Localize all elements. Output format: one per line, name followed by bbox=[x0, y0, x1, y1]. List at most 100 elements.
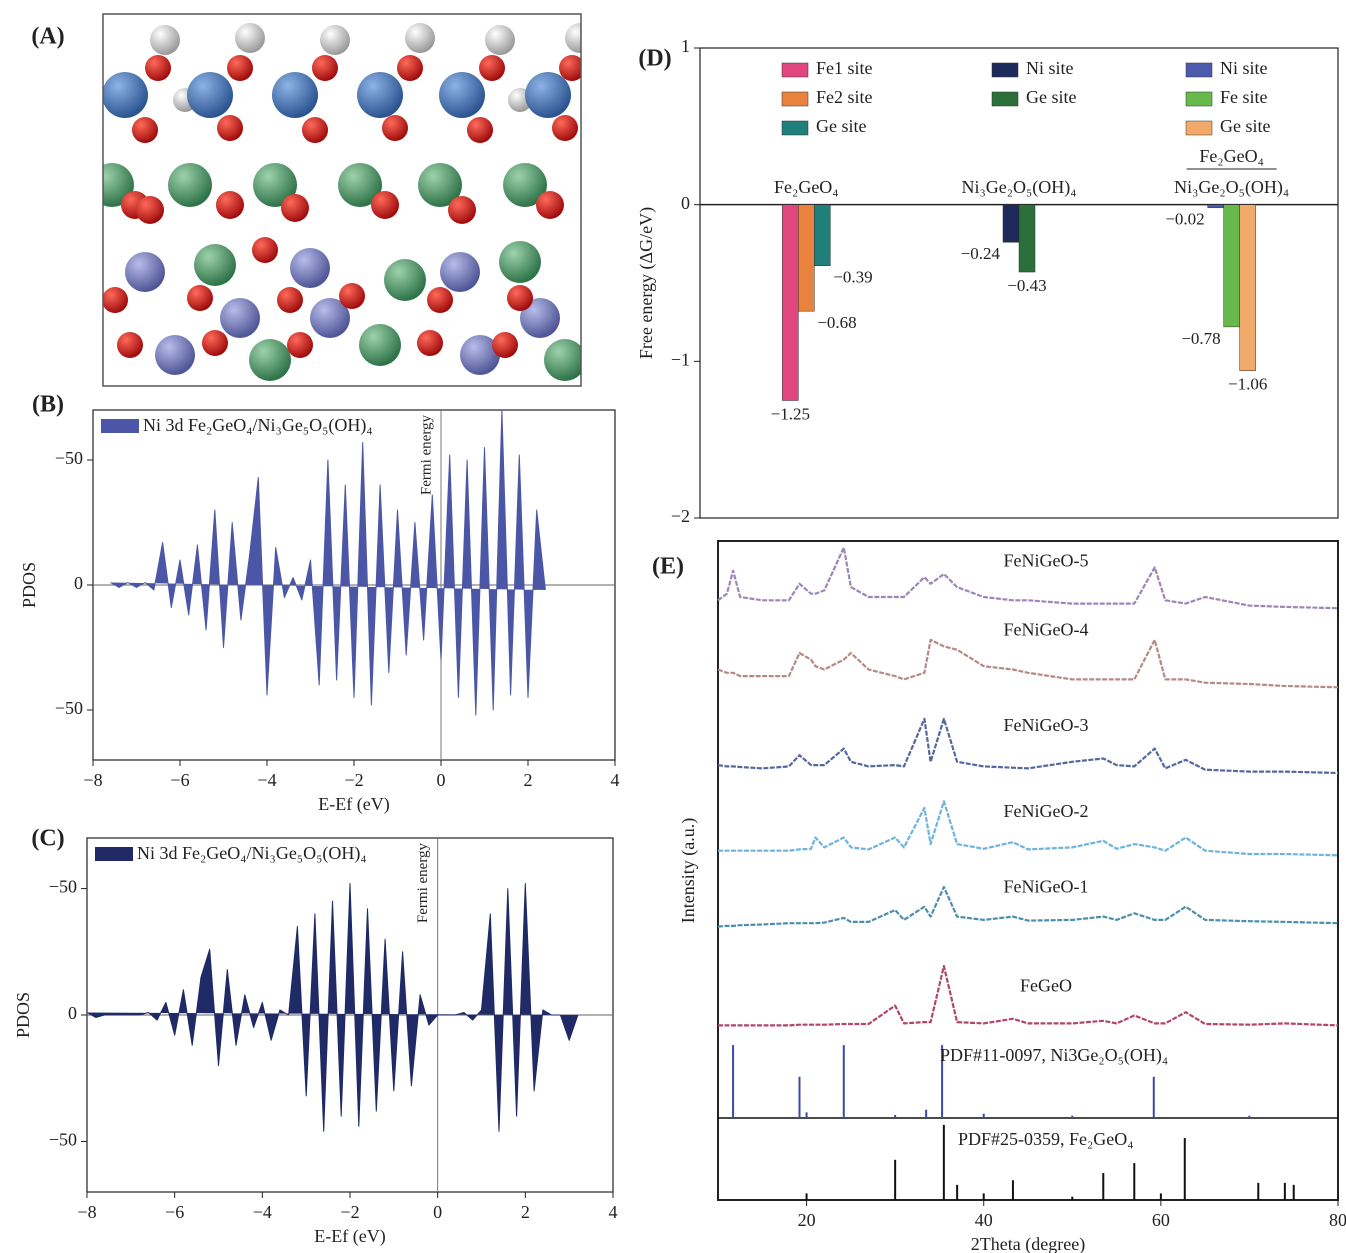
legend-label: Ge site bbox=[1026, 87, 1076, 107]
y-tick-label: 1 bbox=[681, 36, 690, 56]
legend-label: Ge site bbox=[1220, 116, 1270, 136]
x-tick-label: −4 bbox=[257, 770, 276, 790]
oxygen-atoms bbox=[103, 55, 581, 358]
legend-label: Fe site bbox=[1220, 87, 1268, 107]
x-tick-label: 0 bbox=[437, 770, 446, 790]
atom bbox=[227, 55, 253, 81]
panel-label: (D) bbox=[638, 46, 671, 72]
panel-label: (A) bbox=[31, 24, 64, 50]
atom bbox=[460, 335, 500, 375]
y-tick-label: −50 bbox=[55, 448, 83, 468]
legend-swatch bbox=[781, 62, 809, 78]
legend-swatch bbox=[1185, 120, 1213, 136]
x-tick-label: 2 bbox=[521, 1202, 530, 1222]
legend-swatch bbox=[781, 120, 809, 136]
atom bbox=[103, 287, 128, 313]
atom bbox=[359, 324, 401, 366]
atom bbox=[552, 115, 578, 141]
plot-frame bbox=[699, 47, 1339, 519]
atom bbox=[310, 298, 350, 338]
y-axis-label: Free energy (ΔG/eV) bbox=[636, 207, 657, 359]
atom bbox=[440, 252, 480, 292]
atom bbox=[320, 25, 350, 55]
bar bbox=[1018, 204, 1036, 273]
pdos-area bbox=[86, 883, 579, 1132]
atom bbox=[339, 283, 365, 309]
xrd-trace bbox=[717, 885, 1339, 928]
atom bbox=[168, 163, 212, 207]
reference-label: PDF#11-0097, Ni3Ge₂O₅(OH)₄ bbox=[940, 1045, 1168, 1066]
legend-label: Ni 3d Fe₂GeO₄/Ni₃Ge₅O₅(OH)₄ bbox=[137, 843, 367, 864]
atom bbox=[544, 339, 581, 381]
germanium-atoms bbox=[103, 163, 581, 381]
pdos-area bbox=[110, 409, 546, 716]
value-label: −1.06 bbox=[1228, 375, 1267, 394]
y-tick-label: 0 bbox=[68, 1003, 77, 1023]
atom bbox=[132, 117, 158, 143]
panel-label: (C) bbox=[31, 826, 64, 852]
atom bbox=[507, 285, 533, 311]
fermi-label: Fermi energy bbox=[418, 414, 434, 495]
bar bbox=[1002, 204, 1020, 243]
atom bbox=[249, 339, 291, 381]
atom bbox=[217, 115, 243, 141]
atom bbox=[427, 287, 453, 313]
atom bbox=[155, 335, 195, 375]
atom bbox=[302, 117, 328, 143]
atom bbox=[272, 72, 318, 118]
legend-swatch bbox=[1185, 91, 1213, 107]
x-tick-label: −6 bbox=[170, 770, 189, 790]
atom bbox=[187, 72, 233, 118]
atom bbox=[125, 252, 165, 292]
legend-swatch bbox=[991, 91, 1019, 107]
category-label: Fe₂GeO₄ bbox=[774, 177, 839, 197]
bar bbox=[1239, 204, 1256, 371]
xrd-trace bbox=[718, 965, 1339, 1027]
x-tick-label: −8 bbox=[77, 1202, 96, 1222]
value-label: −0.02 bbox=[1165, 210, 1204, 229]
legend-label: Fe1 site bbox=[816, 58, 873, 78]
x-tick-label: 0 bbox=[433, 1202, 442, 1222]
xrd-trace bbox=[717, 638, 1339, 689]
atom bbox=[220, 298, 260, 338]
y-tick-label: −1 bbox=[671, 349, 690, 369]
atom bbox=[202, 330, 228, 356]
atom bbox=[145, 55, 171, 81]
atom bbox=[559, 55, 581, 81]
x-tick-label: 2 bbox=[524, 770, 533, 790]
atom bbox=[235, 23, 265, 53]
atom bbox=[485, 25, 515, 55]
x-tick-label: 4 bbox=[609, 1202, 618, 1222]
atom bbox=[290, 248, 330, 288]
trace-label: FeNiGeO-5 bbox=[1004, 550, 1089, 570]
y-tick-label: −2 bbox=[671, 506, 690, 526]
atom bbox=[439, 72, 485, 118]
legend-label: Fe2 site bbox=[816, 87, 873, 107]
value-label: −0.43 bbox=[1007, 276, 1046, 295]
nickel-atoms bbox=[125, 248, 560, 375]
atom bbox=[418, 163, 462, 207]
legend-swatch bbox=[101, 419, 139, 433]
category-label: Ni₃Ge₂O₅(OH)₄ bbox=[961, 177, 1076, 198]
category-label: Ni₃Ge₂O₅(OH)₄ bbox=[1174, 177, 1289, 198]
trace-label: FeNiGeO-1 bbox=[1004, 877, 1089, 897]
atom bbox=[253, 163, 297, 207]
y-axis-label: Intensity (a.u.) bbox=[678, 818, 699, 923]
atom bbox=[371, 191, 399, 219]
legend-swatch bbox=[95, 847, 133, 861]
x-tick-label: −8 bbox=[83, 770, 102, 790]
x-tick-label: −2 bbox=[344, 770, 363, 790]
y-axis-label: PDOS bbox=[19, 562, 39, 608]
legend-swatch bbox=[991, 62, 1019, 78]
atom bbox=[417, 330, 443, 356]
plot-frame bbox=[717, 540, 1339, 1201]
x-tick-label: 20 bbox=[798, 1210, 816, 1230]
atom bbox=[357, 72, 403, 118]
legend-label: Ni site bbox=[1026, 58, 1074, 78]
atom bbox=[448, 196, 476, 224]
bar bbox=[782, 204, 799, 401]
atom bbox=[382, 115, 408, 141]
fermi-label: Fermi energy bbox=[415, 842, 431, 923]
